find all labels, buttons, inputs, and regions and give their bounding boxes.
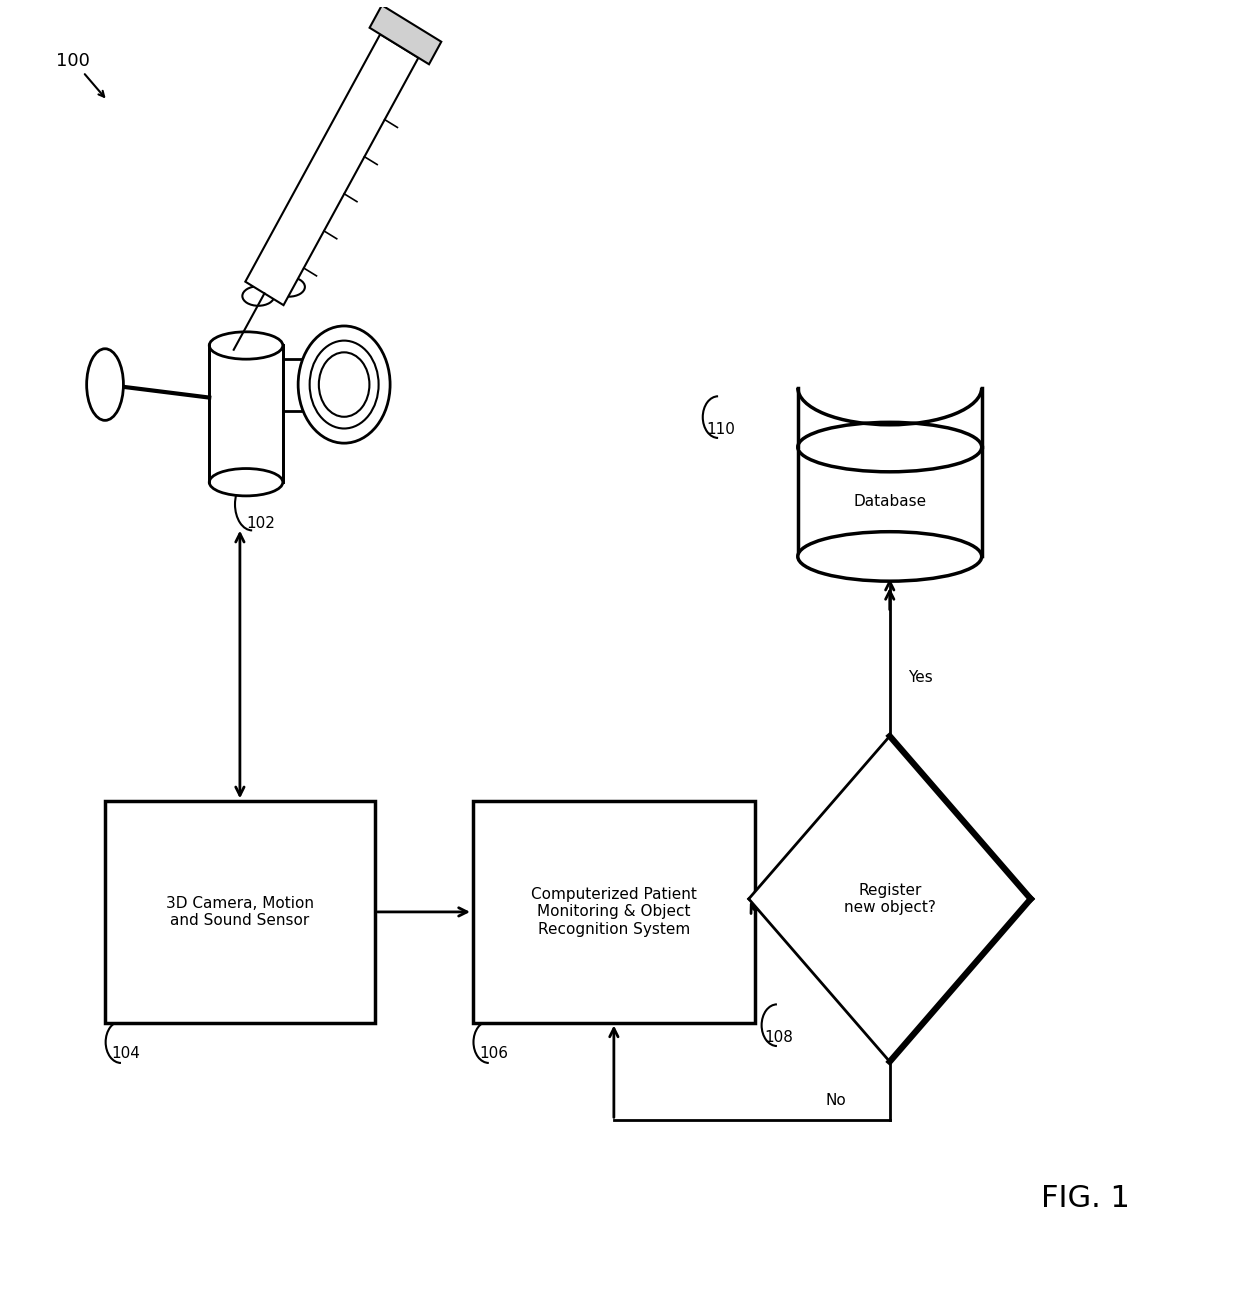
- Ellipse shape: [210, 332, 283, 359]
- Ellipse shape: [310, 341, 378, 429]
- Bar: [797, 388, 982, 447]
- Text: No: No: [826, 1094, 847, 1108]
- Text: Register
new object?: Register new object?: [843, 883, 936, 915]
- Ellipse shape: [797, 532, 982, 582]
- Bar: [210, 346, 283, 482]
- Ellipse shape: [319, 353, 370, 417]
- Text: 106: 106: [479, 1046, 508, 1061]
- Ellipse shape: [210, 468, 283, 496]
- Ellipse shape: [298, 326, 391, 443]
- Ellipse shape: [242, 287, 274, 305]
- Ellipse shape: [797, 422, 982, 472]
- Ellipse shape: [273, 278, 305, 296]
- Text: 104: 104: [112, 1046, 140, 1061]
- Text: FIG. 1: FIG. 1: [1042, 1184, 1131, 1213]
- Text: 108: 108: [765, 1030, 794, 1045]
- Text: Computerized Patient
Monitoring & Object
Recognition System: Computerized Patient Monitoring & Object…: [531, 887, 697, 937]
- Ellipse shape: [87, 349, 124, 420]
- Bar: [105, 801, 374, 1023]
- Text: 100: 100: [56, 51, 89, 70]
- Polygon shape: [749, 736, 1030, 1062]
- Bar: [472, 801, 755, 1023]
- Text: 3D Camera, Motion
and Sound Sensor: 3D Camera, Motion and Sound Sensor: [166, 896, 314, 928]
- Bar: [797, 447, 982, 557]
- Text: 102: 102: [246, 516, 275, 530]
- Text: Database: Database: [853, 495, 926, 509]
- Polygon shape: [246, 34, 418, 305]
- Polygon shape: [370, 5, 441, 64]
- Text: Yes: Yes: [908, 670, 932, 686]
- Text: 110: 110: [706, 422, 735, 437]
